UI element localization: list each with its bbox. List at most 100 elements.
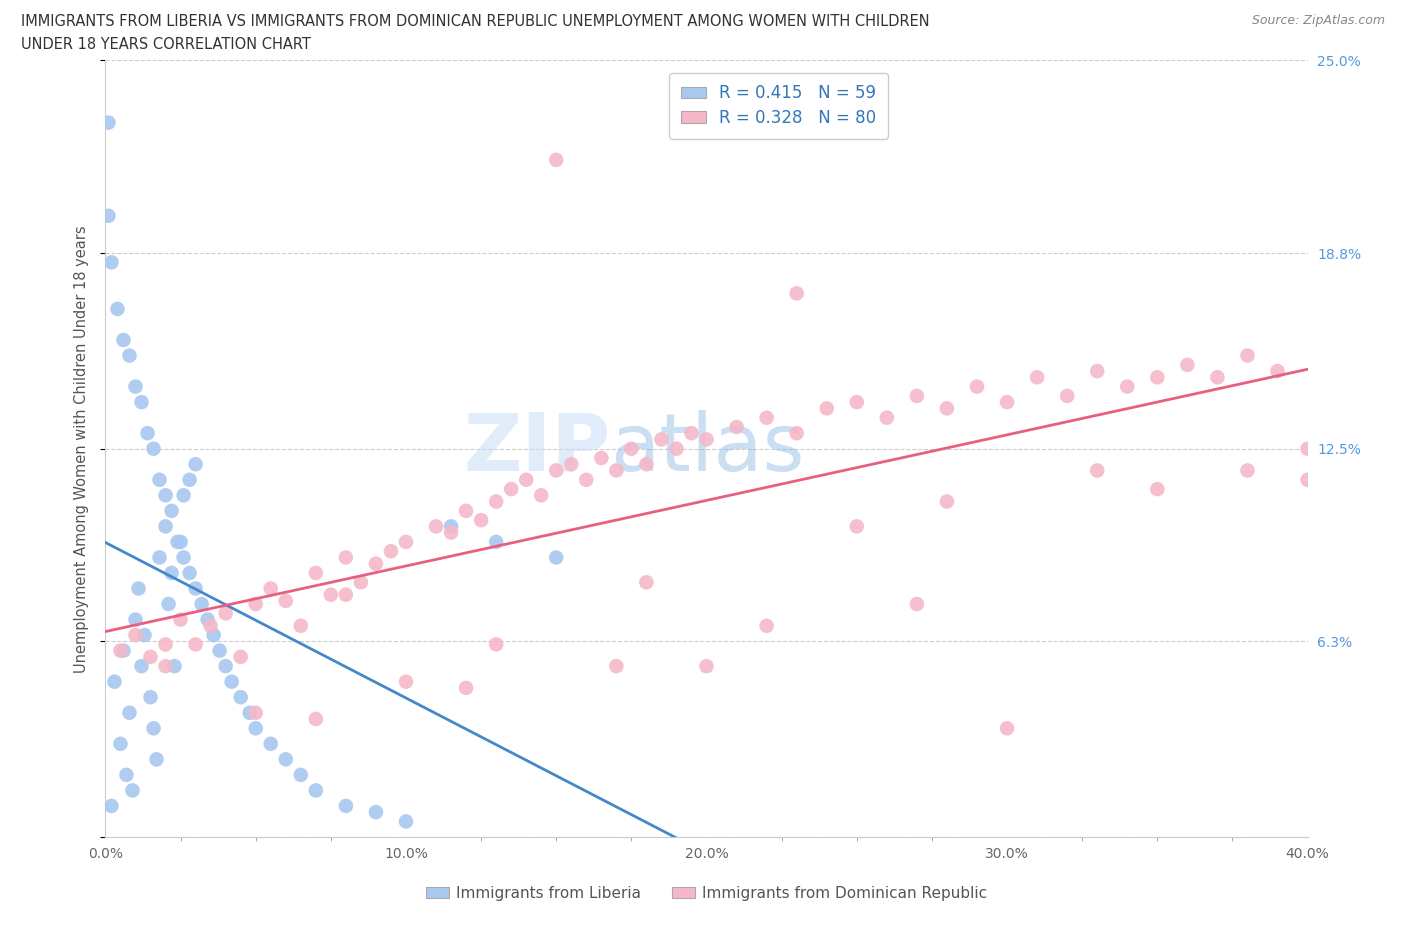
Point bbox=[118, 348, 141, 363]
Point bbox=[197, 612, 219, 627]
Point bbox=[100, 799, 122, 814]
Point bbox=[142, 721, 165, 736]
Point bbox=[335, 587, 357, 602]
Point bbox=[755, 410, 778, 425]
Point bbox=[319, 587, 342, 602]
Point bbox=[546, 550, 568, 565]
Point bbox=[725, 419, 748, 434]
Point bbox=[440, 525, 463, 540]
Point bbox=[845, 394, 868, 409]
Point bbox=[245, 721, 267, 736]
Point bbox=[305, 783, 328, 798]
Text: ZIP: ZIP bbox=[463, 410, 610, 487]
Text: Source: ZipAtlas.com: Source: ZipAtlas.com bbox=[1251, 14, 1385, 27]
Point bbox=[546, 153, 568, 167]
Point bbox=[169, 612, 191, 627]
Point bbox=[107, 301, 129, 316]
Point bbox=[1026, 370, 1049, 385]
Point bbox=[591, 451, 613, 466]
Point bbox=[173, 550, 195, 565]
Point bbox=[274, 751, 297, 766]
Point bbox=[221, 674, 243, 689]
Point bbox=[134, 628, 156, 643]
Point bbox=[905, 597, 928, 612]
Point bbox=[995, 721, 1018, 736]
Point bbox=[245, 705, 267, 720]
Point bbox=[335, 550, 357, 565]
Point bbox=[112, 333, 135, 348]
Point bbox=[139, 649, 162, 664]
Point bbox=[245, 597, 267, 612]
Point bbox=[163, 658, 186, 673]
Point bbox=[184, 581, 207, 596]
Point bbox=[202, 628, 225, 643]
Point bbox=[681, 426, 703, 441]
Point bbox=[155, 637, 177, 652]
Point bbox=[136, 426, 159, 441]
Point bbox=[173, 488, 195, 503]
Point bbox=[335, 799, 357, 814]
Point bbox=[440, 519, 463, 534]
Point bbox=[755, 618, 778, 633]
Point bbox=[290, 618, 312, 633]
Point bbox=[696, 432, 718, 446]
Point bbox=[425, 519, 447, 534]
Point bbox=[260, 737, 283, 751]
Point bbox=[395, 674, 418, 689]
Point bbox=[936, 494, 959, 509]
Point bbox=[485, 494, 508, 509]
Point bbox=[124, 379, 146, 394]
Point bbox=[229, 649, 252, 664]
Point bbox=[364, 804, 387, 819]
Point bbox=[485, 535, 508, 550]
Point bbox=[131, 658, 153, 673]
Point bbox=[155, 488, 177, 503]
Point bbox=[636, 575, 658, 590]
Point bbox=[274, 593, 297, 608]
Text: atlas: atlas bbox=[610, 410, 804, 487]
Point bbox=[786, 426, 808, 441]
Point bbox=[1296, 442, 1319, 457]
Point bbox=[305, 711, 328, 726]
Point bbox=[157, 597, 180, 612]
Point bbox=[364, 556, 387, 571]
Point bbox=[128, 581, 150, 596]
Point bbox=[1177, 357, 1199, 372]
Point bbox=[1206, 370, 1229, 385]
Point bbox=[815, 401, 838, 416]
Point bbox=[115, 767, 138, 782]
Text: UNDER 18 YEARS CORRELATION CHART: UNDER 18 YEARS CORRELATION CHART bbox=[21, 37, 311, 52]
Point bbox=[1236, 348, 1258, 363]
Point bbox=[155, 519, 177, 534]
Point bbox=[530, 488, 553, 503]
Point bbox=[995, 394, 1018, 409]
Point bbox=[184, 457, 207, 472]
Point bbox=[139, 690, 162, 705]
Point bbox=[485, 637, 508, 652]
Point bbox=[876, 410, 898, 425]
Point bbox=[905, 389, 928, 404]
Point bbox=[501, 482, 523, 497]
Point bbox=[650, 432, 672, 446]
Point bbox=[605, 463, 627, 478]
Point bbox=[1146, 370, 1168, 385]
Point bbox=[214, 658, 236, 673]
Point bbox=[470, 512, 492, 527]
Point bbox=[200, 618, 222, 633]
Point bbox=[546, 463, 568, 478]
Point bbox=[97, 115, 120, 130]
Point bbox=[350, 575, 373, 590]
Point bbox=[305, 565, 328, 580]
Point bbox=[100, 255, 122, 270]
Point bbox=[179, 472, 201, 487]
Point bbox=[636, 457, 658, 472]
Point bbox=[1085, 364, 1108, 379]
Point bbox=[1146, 482, 1168, 497]
Point bbox=[966, 379, 988, 394]
Point bbox=[118, 705, 141, 720]
Point bbox=[1267, 364, 1289, 379]
Point bbox=[260, 581, 283, 596]
Point bbox=[1236, 463, 1258, 478]
Legend: Immigrants from Liberia, Immigrants from Dominican Republic: Immigrants from Liberia, Immigrants from… bbox=[419, 880, 994, 907]
Point bbox=[208, 644, 231, 658]
